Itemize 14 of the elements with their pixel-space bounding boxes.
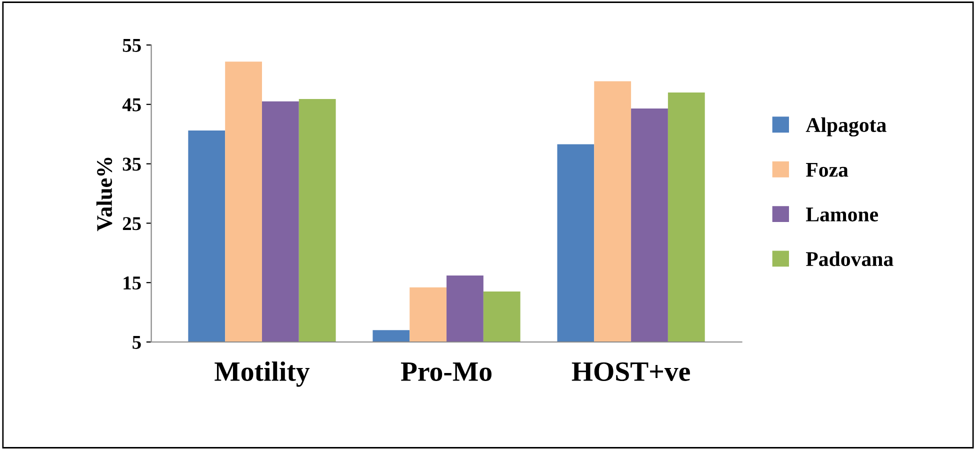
x-tick-label: HOST+ve <box>572 362 690 381</box>
x-tick-label: Motility <box>214 361 310 387</box>
legend-label: Padovana <box>806 251 894 266</box>
x-tick-label: Pro-Mo <box>400 362 492 381</box>
y-tick-label: 5 <box>132 336 141 349</box>
y-tick-label: 45 <box>122 98 141 112</box>
y-tick-label: 25 <box>122 217 141 230</box>
y-tick-label: 55 <box>122 39 141 52</box>
y-tick-label: 15 <box>124 276 141 290</box>
y-axis-title: Value% <box>96 158 112 232</box>
legend-label: Foza <box>806 163 848 177</box>
y-tick-label: 35 <box>122 158 141 171</box>
legend-label: Lamone <box>806 208 878 222</box>
legend-label: Alpagota <box>806 117 886 136</box>
